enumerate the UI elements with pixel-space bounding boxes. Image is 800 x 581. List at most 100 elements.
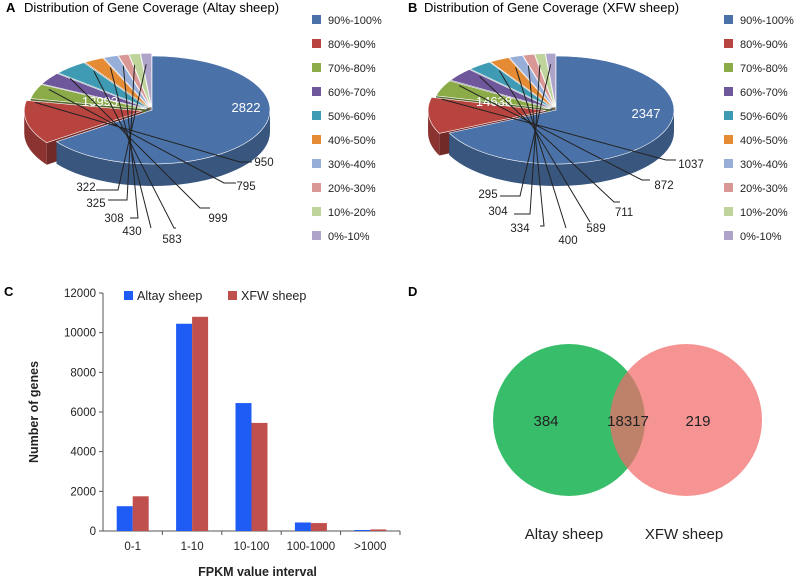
legend-label: 40%-50%	[740, 135, 788, 147]
pie-slice-7	[508, 55, 555, 108]
pie-value-label: 322	[76, 182, 95, 194]
venn-diagram: 384 18317 219 Altay sheep XFW sheep	[493, 344, 762, 543]
pie-leader-line	[34, 101, 252, 163]
pie-slice-7	[102, 55, 151, 108]
legend-swatch	[724, 39, 733, 48]
pie-leader-line	[515, 67, 567, 229]
bar-altay-4	[294, 522, 311, 531]
legend-swatch	[724, 63, 733, 72]
pie-leader-line	[479, 75, 620, 203]
bar-xfw-4	[310, 523, 327, 531]
bar-xfw-3	[251, 422, 268, 531]
pie-leader-line	[93, 70, 176, 229]
legend-label: 90%-100%	[328, 15, 382, 27]
venn-circle-xfw	[610, 344, 762, 496]
pie-value-label: 711	[615, 207, 633, 219]
bar-altay-2	[176, 323, 193, 531]
pie-rim-2	[24, 110, 47, 165]
venn-label-altay: Altay sheep	[525, 526, 603, 543]
legend-label: 60%-70%	[740, 87, 788, 99]
legend-swatch	[312, 15, 321, 24]
legend-swatch	[312, 207, 321, 216]
pie-leader-line	[108, 64, 136, 201]
legend-label: 50%-60%	[328, 111, 376, 123]
venn-altay-unique: 384	[533, 413, 558, 430]
panel-label-d: D	[408, 284, 417, 299]
pie-value-label: 304	[488, 206, 508, 218]
bar-chart-fpkm: 0 2000 4000 6000 8000 10000 12000 0-1 1-10 10-100…	[27, 288, 401, 579]
pie-a-title: Distribution of Gene Coverage (Altay she…	[24, 0, 279, 15]
legend-label: 70%-80%	[740, 63, 788, 75]
pie-value-label: 583	[162, 234, 181, 246]
pie-slice-2	[23, 100, 143, 144]
bar-legend-swatch	[124, 291, 133, 300]
pie-leader-line	[498, 70, 591, 223]
legend-swatch	[724, 87, 733, 96]
x-axis-title: FPKM value interval	[198, 565, 317, 579]
legend-swatch	[312, 231, 321, 240]
legend-label: 10%-20%	[740, 207, 788, 219]
legend-label: 80%-90%	[740, 39, 788, 51]
bar-legend-swatch	[228, 291, 237, 300]
pie-slice-4	[41, 73, 148, 109]
pie-slice-10	[140, 52, 153, 108]
y-tick-label: 12000	[64, 288, 96, 300]
legend-label: 0%-10%	[328, 231, 370, 243]
pie-leader-line	[458, 85, 650, 181]
pie-value-label: 400	[558, 235, 577, 247]
venn-intersection: 18317	[607, 413, 649, 430]
legend-swatch	[724, 111, 733, 120]
pie-leader-line	[500, 64, 552, 197]
panel-label-c: C	[4, 284, 14, 299]
pie-value-label: 1037	[678, 159, 704, 171]
legend-label: 40%-50%	[328, 135, 376, 147]
legend-swatch	[312, 87, 321, 96]
legend-label: 80%-90%	[328, 39, 376, 51]
y-tick-label: 2000	[70, 486, 96, 498]
legend-swatch	[312, 39, 321, 48]
legend-label: 60%-70%	[328, 87, 376, 99]
legend-label: 30%-40%	[328, 159, 376, 171]
pie-slice-1	[55, 55, 271, 165]
legend-swatch	[312, 111, 321, 120]
pie-rim-2	[428, 110, 440, 156]
bar-xfw-1	[132, 496, 149, 531]
y-tick-label: 10000	[64, 328, 96, 340]
y-tick-label: 6000	[70, 407, 96, 419]
venn-label-xfw: XFW sheep	[645, 526, 723, 543]
bar-legend-label: Altay sheep	[137, 289, 202, 303]
pie-value-label: 795	[236, 181, 255, 193]
legend-swatch	[724, 207, 733, 216]
pie-value-label: 950	[254, 157, 273, 169]
bar-xfw-2	[192, 316, 209, 531]
pie-leader-line	[122, 65, 139, 219]
pie-value-label: 999	[208, 213, 227, 225]
x-tick-label: >1000	[354, 541, 386, 553]
bar-legend-label: XFW sheep	[241, 289, 306, 303]
legend-swatch	[312, 159, 321, 168]
pie-leader-line	[441, 98, 676, 161]
pie-value-label: 2347	[632, 106, 661, 121]
pie-value-label: 589	[586, 223, 605, 235]
legend-swatch	[312, 183, 321, 192]
legend-swatch	[724, 231, 733, 240]
pie-chart-xfw: 146382347103787271158940033430429590%-10…	[427, 15, 794, 247]
pie-slice-8	[117, 53, 151, 108]
pie-value-label: 2822	[232, 100, 261, 115]
legend-label: 50%-60%	[740, 111, 788, 123]
legend-swatch	[724, 183, 733, 192]
legend-swatch	[312, 135, 321, 144]
bar-altay-1	[116, 506, 133, 531]
pie-leader-line	[96, 64, 147, 191]
legend-swatch	[724, 135, 733, 144]
x-tick-label: 0-1	[124, 541, 141, 553]
pie-value-label: 325	[86, 198, 105, 210]
pie-leader-line	[69, 77, 210, 209]
y-axis-title: Number of genes	[27, 361, 41, 463]
y-tick-label: 0	[90, 526, 96, 538]
legend-swatch	[724, 159, 733, 168]
venn-xfw-unique: 219	[685, 413, 710, 430]
pie-leader-line	[528, 65, 545, 227]
pie-slice-5	[57, 62, 149, 109]
